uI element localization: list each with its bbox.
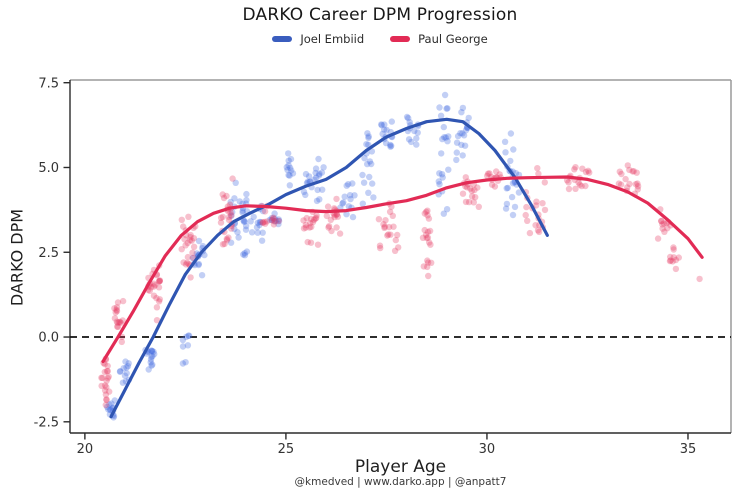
x-axis-ticks: 20 25 30 35	[77, 433, 697, 457]
trend-line-paul-george	[101, 175, 704, 364]
x-axis-label: Player Age	[354, 457, 447, 477]
legend-item-paul-george: Paul George	[390, 32, 488, 46]
legend-item-joel-embiid: Joel Embiid	[272, 32, 364, 46]
attribution-footer: @kmedved | www.darko.app | @anpatt7	[294, 476, 507, 488]
y-tick-label: 5.0	[38, 161, 59, 176]
x-tick-label: 30	[479, 442, 496, 457]
trend-line-joel-embiid	[109, 117, 549, 419]
y-tick-label: 2.5	[38, 246, 59, 261]
y-axis-ticks: 7.5 5.0 2.5 0.0 -2.5	[34, 76, 70, 430]
embiid-line-marker-icon	[272, 36, 293, 42]
scatter-points-paul-george	[98, 162, 703, 409]
x-tick-label: 20	[77, 442, 94, 457]
y-tick-label: -2.5	[34, 415, 59, 430]
chart-title: DARKO Career DPM Progression	[242, 5, 518, 25]
y-tick-label: 0.0	[38, 331, 59, 346]
legend-label-george: Paul George	[418, 32, 488, 46]
x-tick-label: 35	[680, 442, 697, 457]
chart-legend: Joel Embiid Paul George	[0, 31, 750, 47]
george-line-marker-icon	[390, 36, 411, 42]
legend-label-embiid: Joel Embiid	[300, 32, 365, 46]
x-tick-label: 25	[278, 442, 295, 457]
y-tick-label: 7.5	[38, 76, 59, 91]
y-axis-label: DARKO DPM	[7, 208, 27, 307]
